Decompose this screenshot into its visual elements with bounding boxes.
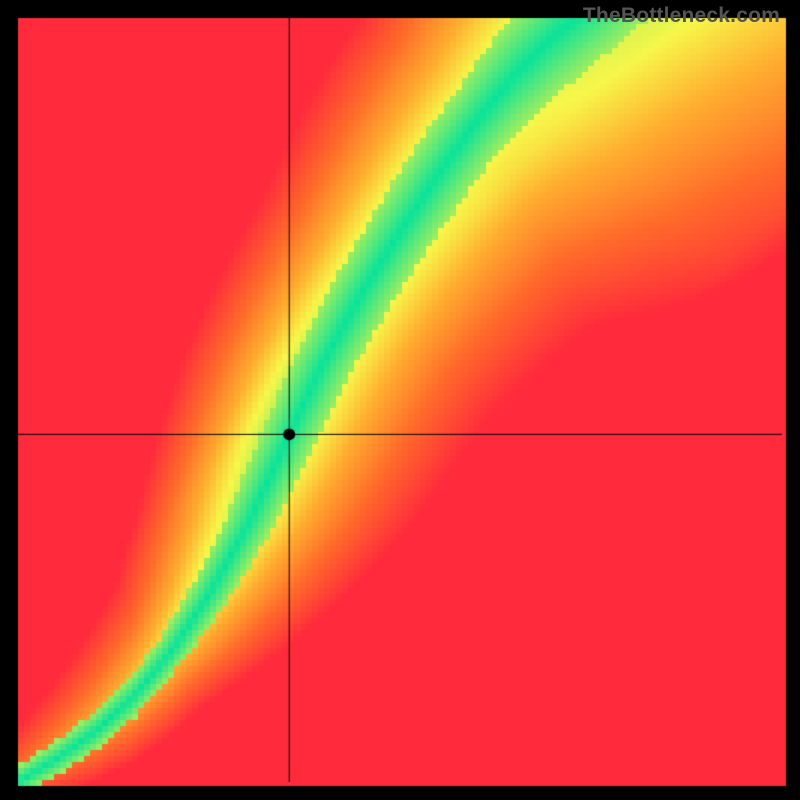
- watermark-text: TheBottleneck.com: [583, 4, 780, 28]
- chart-container: TheBottleneck.com: [0, 0, 800, 800]
- bottleneck-heatmap: [0, 0, 800, 800]
